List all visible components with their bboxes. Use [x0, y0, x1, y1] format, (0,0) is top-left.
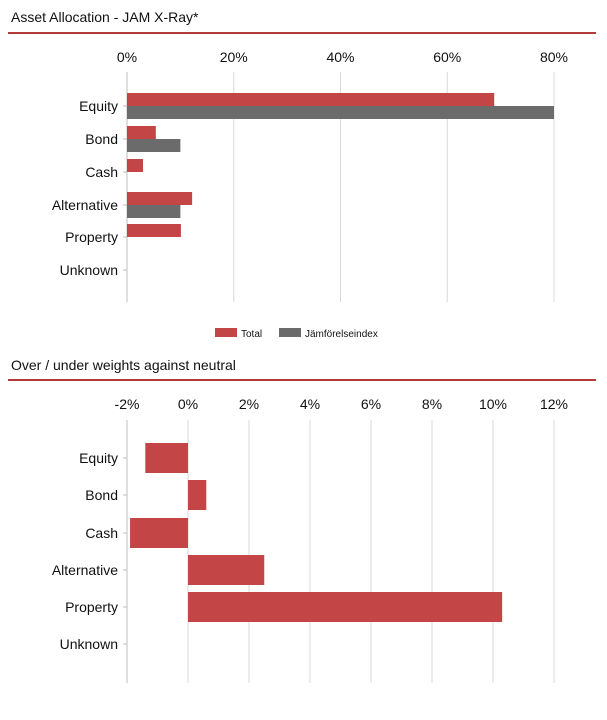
category-label: Alternative — [52, 197, 118, 213]
bar-total — [127, 93, 495, 106]
category-label: Bond — [85, 131, 118, 147]
x-tick-label: 4% — [300, 396, 320, 412]
chart1-title-rule — [8, 32, 596, 34]
category-label: Unknown — [60, 636, 118, 652]
x-tick-label: 8% — [422, 396, 442, 412]
legend-label-benchmark: Jämförelseindex — [305, 329, 378, 340]
category-label: Cash — [85, 525, 118, 541]
over-under-weights-chart: -2% 0% 2% 4% 6% 8% 10% 12% Equity Bond Cash Alterna… — [52, 396, 568, 683]
x-tick-label: 10% — [479, 396, 507, 412]
x-tick-label: 20% — [220, 49, 248, 65]
x-tick-label: -2% — [115, 396, 140, 412]
x-tick-label: 12% — [540, 396, 568, 412]
legend-label-total: Total — [241, 329, 262, 340]
bar-weight — [188, 555, 265, 585]
x-tick-label: 0% — [117, 49, 137, 65]
bar-benchmark — [127, 205, 181, 218]
x-tick-label: 60% — [433, 49, 461, 65]
bar-total — [127, 159, 144, 172]
bar-weight — [145, 443, 188, 473]
asset-allocation-chart: 0% 20% 40% 60% 80% Equity Bond Cash Alternative P… — [52, 49, 568, 340]
chart2-title: Over / under weights against neutral — [11, 357, 236, 373]
x-tick-label: 2% — [239, 396, 259, 412]
category-label: Unknown — [60, 262, 118, 278]
legend-swatch-total — [215, 328, 237, 337]
category-label: Bond — [85, 487, 118, 503]
category-label: Cash — [85, 164, 118, 180]
category-label: Alternative — [52, 562, 118, 578]
bar-weight — [188, 480, 207, 510]
bar-weight — [130, 518, 188, 548]
bar-benchmark — [127, 139, 181, 152]
chart2-title-rule — [8, 379, 596, 381]
category-label: Equity — [79, 98, 118, 114]
legend-swatch-benchmark — [279, 328, 301, 337]
bar-total — [127, 192, 193, 205]
x-tick-label: 6% — [361, 396, 381, 412]
x-tick-label: 40% — [326, 49, 354, 65]
bar-benchmark — [127, 106, 554, 119]
category-label: Property — [65, 599, 118, 615]
x-tick-label: 80% — [540, 49, 568, 65]
x-tick-label: 0% — [178, 396, 198, 412]
category-label: Equity — [79, 450, 118, 466]
bar-weight — [188, 592, 503, 622]
bar-total — [127, 224, 181, 237]
chart1-title: Asset Allocation - JAM X-Ray* — [11, 9, 199, 25]
bar-total — [127, 126, 156, 139]
category-label: Property — [65, 229, 118, 245]
